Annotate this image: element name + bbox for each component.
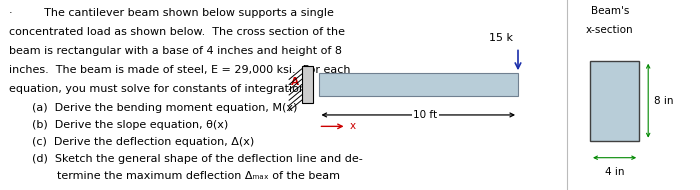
Text: 4 in: 4 in bbox=[605, 167, 624, 177]
Text: 15 k: 15 k bbox=[489, 33, 513, 43]
Text: 10 ft: 10 ft bbox=[413, 110, 438, 120]
Bar bbox=[318, 73, 518, 96]
Text: (c)  Derive the deflection equation, Δ(x): (c) Derive the deflection equation, Δ(x) bbox=[32, 137, 253, 147]
Text: (d)  Sketch the general shape of the deflection line and de-: (d) Sketch the general shape of the defl… bbox=[32, 154, 363, 164]
Text: A: A bbox=[291, 77, 299, 87]
Bar bbox=[590, 61, 639, 141]
Text: concentrated load as shown below.  The cross section of the: concentrated load as shown below. The cr… bbox=[9, 27, 345, 37]
Text: ·         The cantilever beam shown below supports a single: · The cantilever beam shown below suppor… bbox=[9, 8, 334, 18]
Text: Beam's: Beam's bbox=[591, 6, 629, 16]
Text: x-section: x-section bbox=[586, 25, 634, 35]
Text: 8 in: 8 in bbox=[654, 96, 673, 106]
Text: x: x bbox=[350, 121, 356, 131]
Text: beam is rectangular with a base of 4 inches and height of 8: beam is rectangular with a base of 4 inc… bbox=[9, 46, 342, 56]
Text: termine the maximum deflection Δₘₐₓ of the beam: termine the maximum deflection Δₘₐₓ of t… bbox=[57, 171, 340, 181]
Text: inches.  The beam is made of steel, E = 29,000 ksi.  For each: inches. The beam is made of steel, E = 2… bbox=[9, 65, 351, 75]
Text: (a)  Derive the bending moment equation, M(x): (a) Derive the bending moment equation, … bbox=[32, 103, 297, 113]
Text: equation, you must solve for constants of integration.: equation, you must solve for constants o… bbox=[9, 84, 309, 94]
Text: (b)  Derive the slope equation, θ(x): (b) Derive the slope equation, θ(x) bbox=[32, 120, 228, 130]
Bar bbox=[302, 66, 313, 103]
